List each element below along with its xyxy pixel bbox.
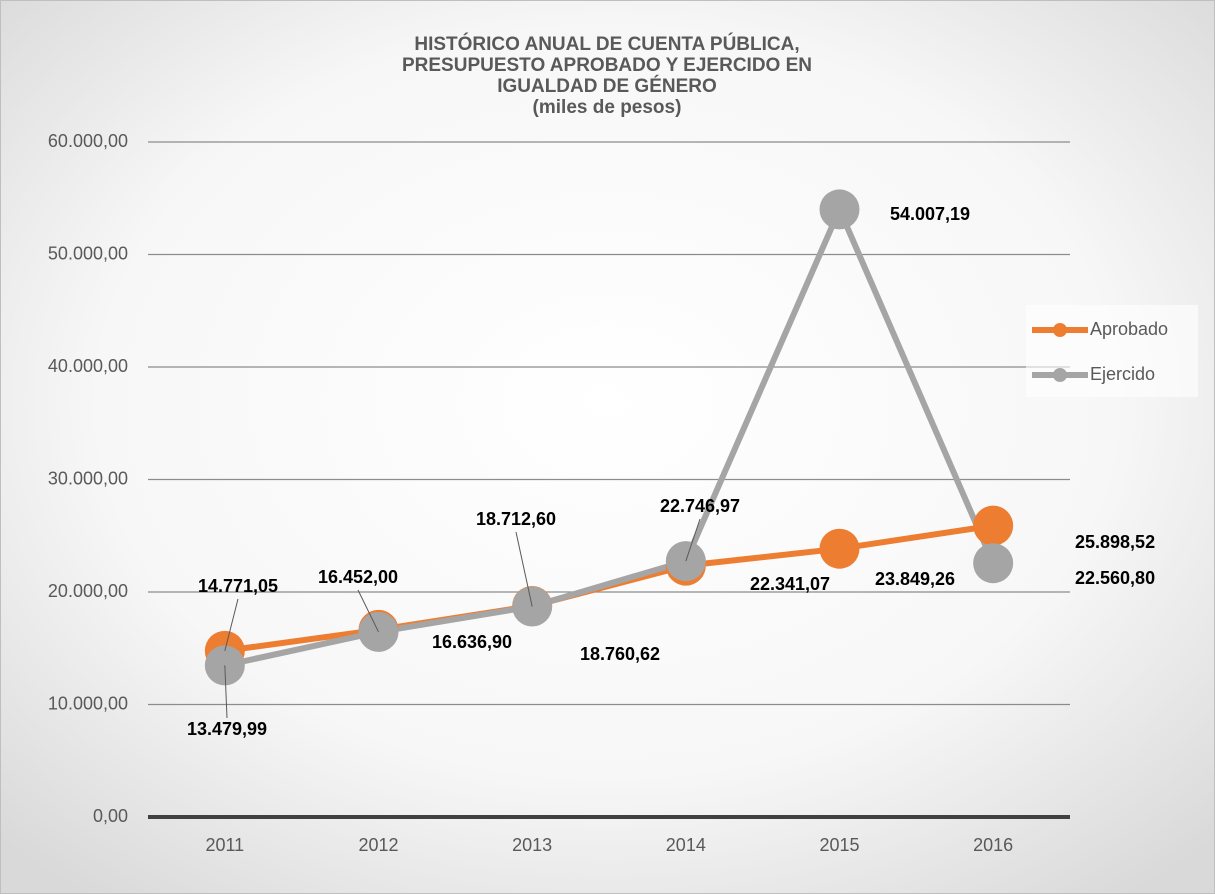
legend-label: Aprobado — [1090, 319, 1168, 339]
data-label: 18.712,60 — [476, 509, 556, 529]
legend-swatch — [1053, 368, 1067, 382]
data-label: 22.560,80 — [1075, 568, 1155, 588]
y-tick-label: 0,00 — [93, 806, 128, 826]
y-tick-label: 60.000,00 — [48, 131, 128, 151]
data-label: 16.452,00 — [318, 567, 398, 587]
x-tick-label: 2016 — [973, 835, 1013, 855]
legend-box — [1026, 305, 1198, 397]
x-tick-label: 2015 — [819, 835, 859, 855]
chart-title: PRESUPUESTO APROBADO Y EJERCIDO EN — [402, 55, 812, 76]
x-tick-label: 2014 — [666, 835, 706, 855]
leader-line — [224, 598, 239, 651]
leader-line — [515, 531, 533, 607]
legend-swatch — [1053, 323, 1067, 337]
chart-title: IGUALDAD DE GÉNERO — [497, 75, 717, 97]
data-point — [973, 543, 1014, 584]
leader-line — [357, 589, 379, 633]
y-tick-label: 10.000,00 — [48, 693, 128, 713]
data-label: 23.849,26 — [875, 569, 955, 589]
data-point — [819, 189, 860, 230]
data-label: 14.771,05 — [198, 576, 278, 596]
x-tick-label: 2011 — [205, 835, 244, 855]
leader-line — [685, 518, 701, 562]
y-tick-label: 40.000,00 — [48, 356, 128, 376]
x-tick-label: 2012 — [358, 835, 398, 855]
data-label: 22.746,97 — [660, 496, 740, 516]
y-tick-label: 30.000,00 — [48, 468, 128, 488]
y-tick-label: 50.000,00 — [48, 243, 128, 263]
chart-title: HISTÓRICO ANUAL DE CUENTA PÚBLICA, — [414, 33, 799, 55]
x-tick-label: 2013 — [512, 835, 552, 855]
data-label: 13.479,99 — [187, 719, 267, 739]
series-line — [224, 206, 996, 669]
data-point — [973, 505, 1014, 546]
data-point — [819, 528, 860, 569]
data-label: 22.341,07 — [750, 574, 830, 594]
data-label: 16.636,90 — [432, 632, 512, 652]
data-label: 18.760,62 — [580, 644, 660, 664]
y-tick-label: 20.000,00 — [48, 581, 128, 601]
chart-title: (miles de pesos) — [533, 97, 682, 118]
leader-line — [224, 665, 228, 719]
legend-label: Ejercido — [1090, 364, 1155, 384]
data-label: 54.007,19 — [890, 204, 970, 224]
data-label: 25.898,52 — [1075, 532, 1155, 552]
